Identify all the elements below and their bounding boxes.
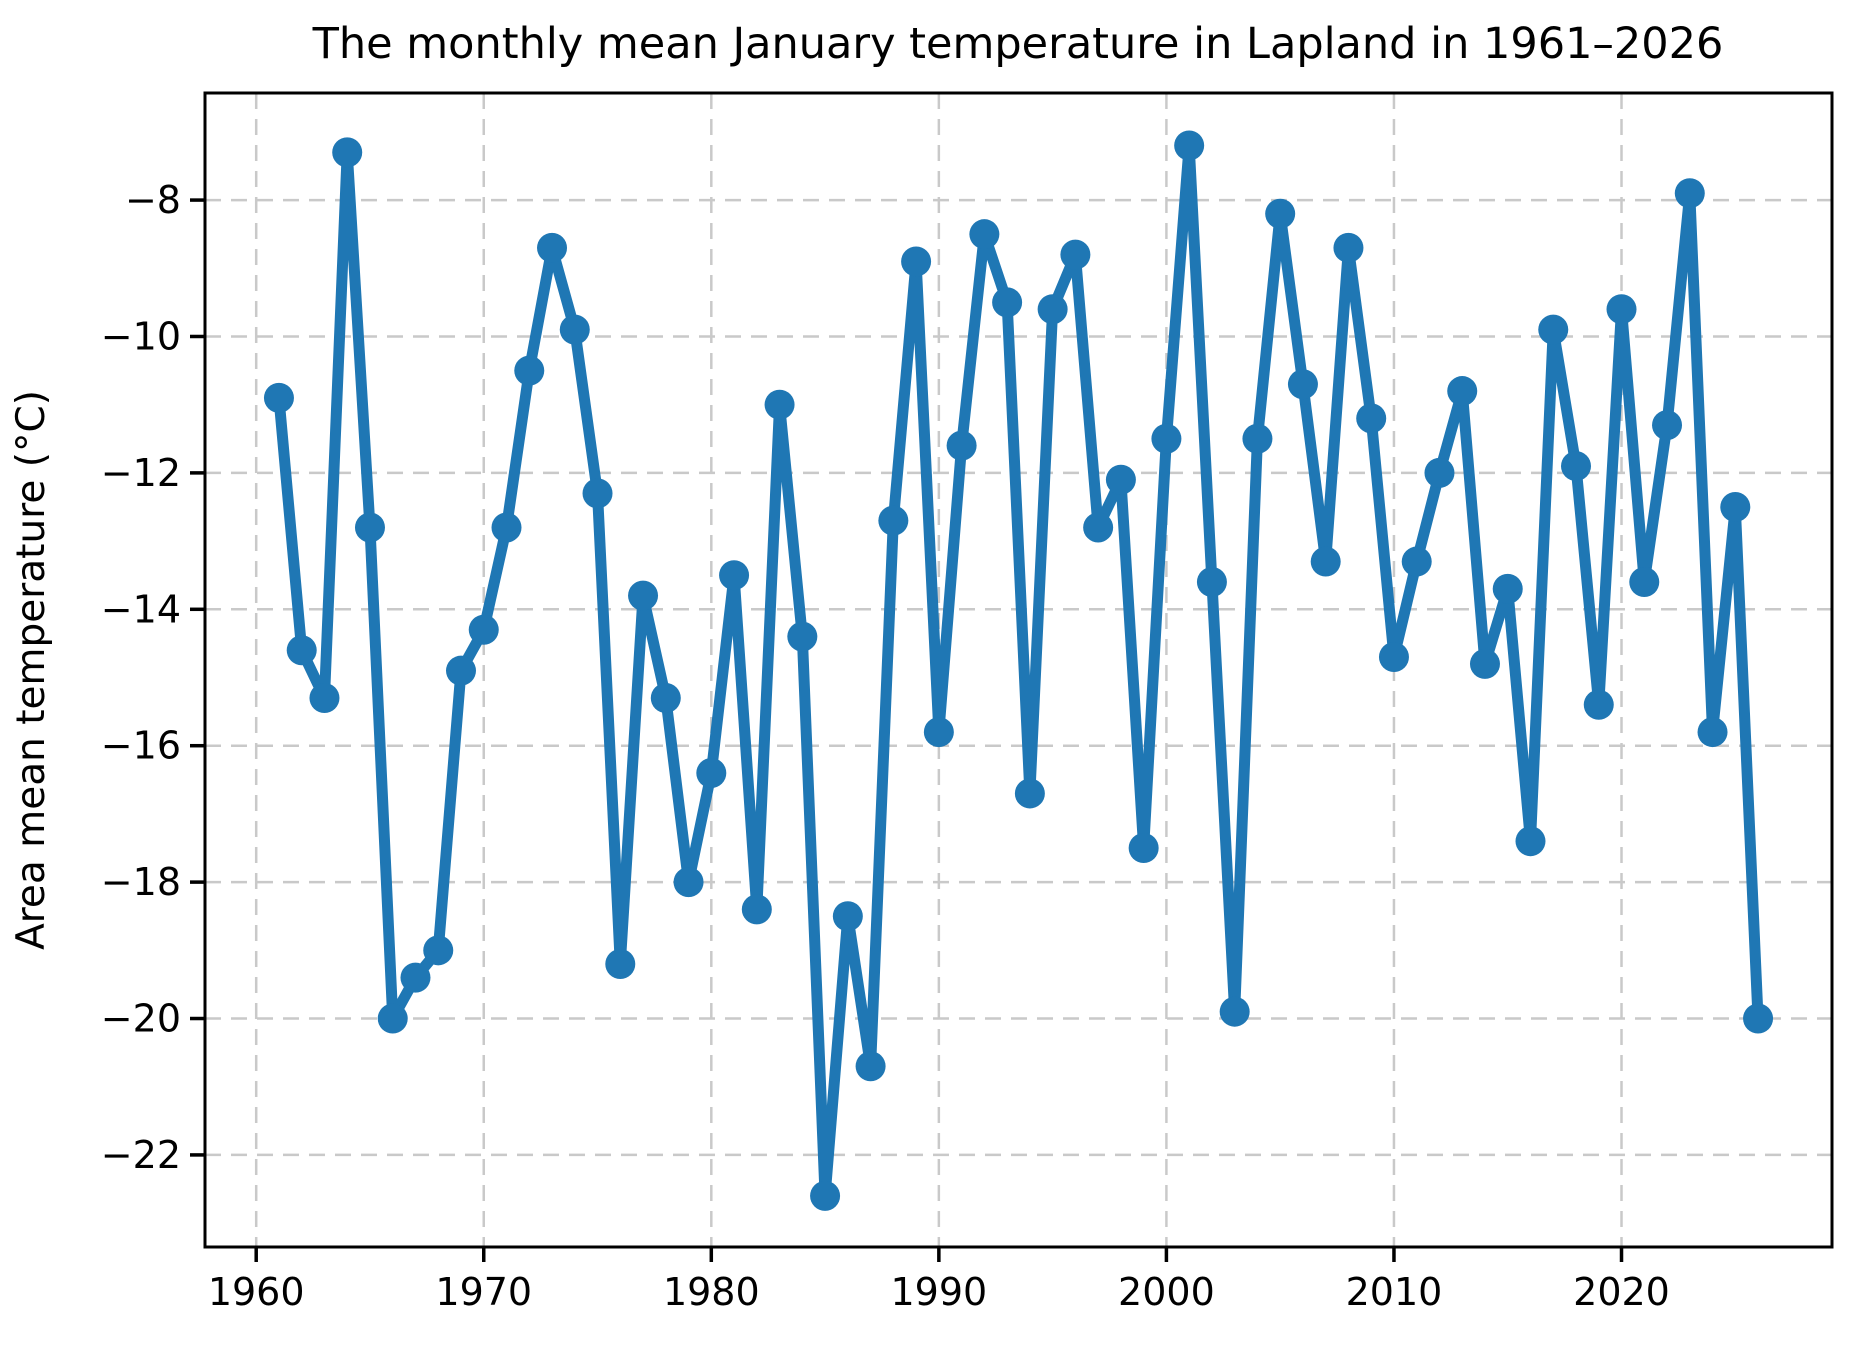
data-point <box>787 621 818 652</box>
data-point <box>673 867 704 898</box>
data-point <box>400 962 431 993</box>
data-point <box>878 505 909 536</box>
x-tick-label: 2020 <box>1573 1270 1670 1314</box>
y-tick-label: −10 <box>101 314 181 358</box>
data-point <box>332 137 363 168</box>
x-tick-label: 1970 <box>435 1270 532 1314</box>
data-line <box>273 140 1764 1202</box>
data-point <box>1037 294 1068 325</box>
data-point <box>810 1180 841 1211</box>
data-point <box>582 478 613 509</box>
data-point <box>1378 642 1409 673</box>
data-point <box>1083 512 1114 543</box>
data-point <box>286 635 317 666</box>
data-point <box>1128 833 1159 864</box>
axes-layer: 1960 1970 1980 1990 2000 2010 2020 −8 −10 −12 −14 −… <box>101 91 1834 1314</box>
data-point <box>969 219 1000 250</box>
data-point <box>1515 826 1546 857</box>
data-point <box>1447 376 1478 407</box>
data-point <box>423 935 454 966</box>
data-point <box>832 901 863 932</box>
data-point <box>468 614 499 645</box>
data-point <box>855 1051 886 1082</box>
plot-border <box>203 91 1834 1249</box>
y-tick-label: −18 <box>101 860 181 904</box>
data-point <box>923 717 954 748</box>
data-point <box>445 655 476 686</box>
data-point <box>628 580 659 611</box>
data-point <box>263 382 294 413</box>
data-point <box>719 560 750 591</box>
data-point <box>605 948 636 979</box>
data-point <box>491 512 522 543</box>
grid-layer <box>205 93 1832 1247</box>
data-point <box>992 287 1023 318</box>
x-tick-label: 2010 <box>1346 1270 1443 1314</box>
data-point <box>901 246 932 277</box>
x-tick-label: 2000 <box>1118 1270 1215 1314</box>
series-layer <box>263 130 1774 1211</box>
data-point <box>1333 232 1364 263</box>
data-point <box>1697 717 1728 748</box>
data-point <box>1174 130 1205 161</box>
y-axis-label: Area mean temperature (°C) <box>9 390 54 950</box>
y-tick-label: −16 <box>101 724 181 768</box>
data-point <box>650 682 681 713</box>
data-point <box>537 232 568 263</box>
x-tick-label: 1990 <box>890 1270 987 1314</box>
chart-title: The monthly mean January temperature in … <box>312 19 1724 69</box>
data-point <box>764 389 795 420</box>
data-point <box>1674 178 1705 209</box>
data-point <box>1469 648 1500 679</box>
data-point <box>1242 423 1273 454</box>
y-tick-label: −14 <box>101 587 181 631</box>
data-point <box>946 430 977 461</box>
data-point <box>1424 457 1455 488</box>
data-point <box>1652 410 1683 441</box>
data-point <box>1356 403 1387 434</box>
data-point <box>1629 567 1660 598</box>
data-point <box>1401 546 1432 577</box>
data-point <box>1606 294 1637 325</box>
data-point <box>1014 778 1045 809</box>
data-point <box>1583 689 1614 720</box>
data-point <box>514 355 545 386</box>
x-tick-label: 1960 <box>208 1270 305 1314</box>
y-tick-label: −22 <box>101 1133 181 1177</box>
y-tick-label: −20 <box>101 997 181 1041</box>
data-point <box>1060 239 1091 270</box>
data-point <box>1287 369 1318 400</box>
data-point <box>1743 1003 1774 1034</box>
data-point <box>1538 314 1569 345</box>
data-point <box>1265 198 1296 229</box>
data-point <box>741 894 772 925</box>
data-point <box>1492 573 1523 604</box>
data-point <box>1105 464 1136 495</box>
data-point <box>354 512 385 543</box>
data-point <box>559 314 590 345</box>
data-point <box>1196 567 1227 598</box>
data-point <box>1720 491 1751 522</box>
data-point <box>1219 996 1250 1027</box>
data-point <box>1310 546 1341 577</box>
x-tick-label: 1980 <box>663 1270 760 1314</box>
data-point <box>309 682 340 713</box>
y-tick-label: −8 <box>125 178 181 222</box>
y-tick-label: −12 <box>101 451 181 495</box>
data-point <box>1151 423 1182 454</box>
data-point <box>1561 451 1592 482</box>
data-point <box>377 1003 408 1034</box>
data-point <box>696 757 727 788</box>
